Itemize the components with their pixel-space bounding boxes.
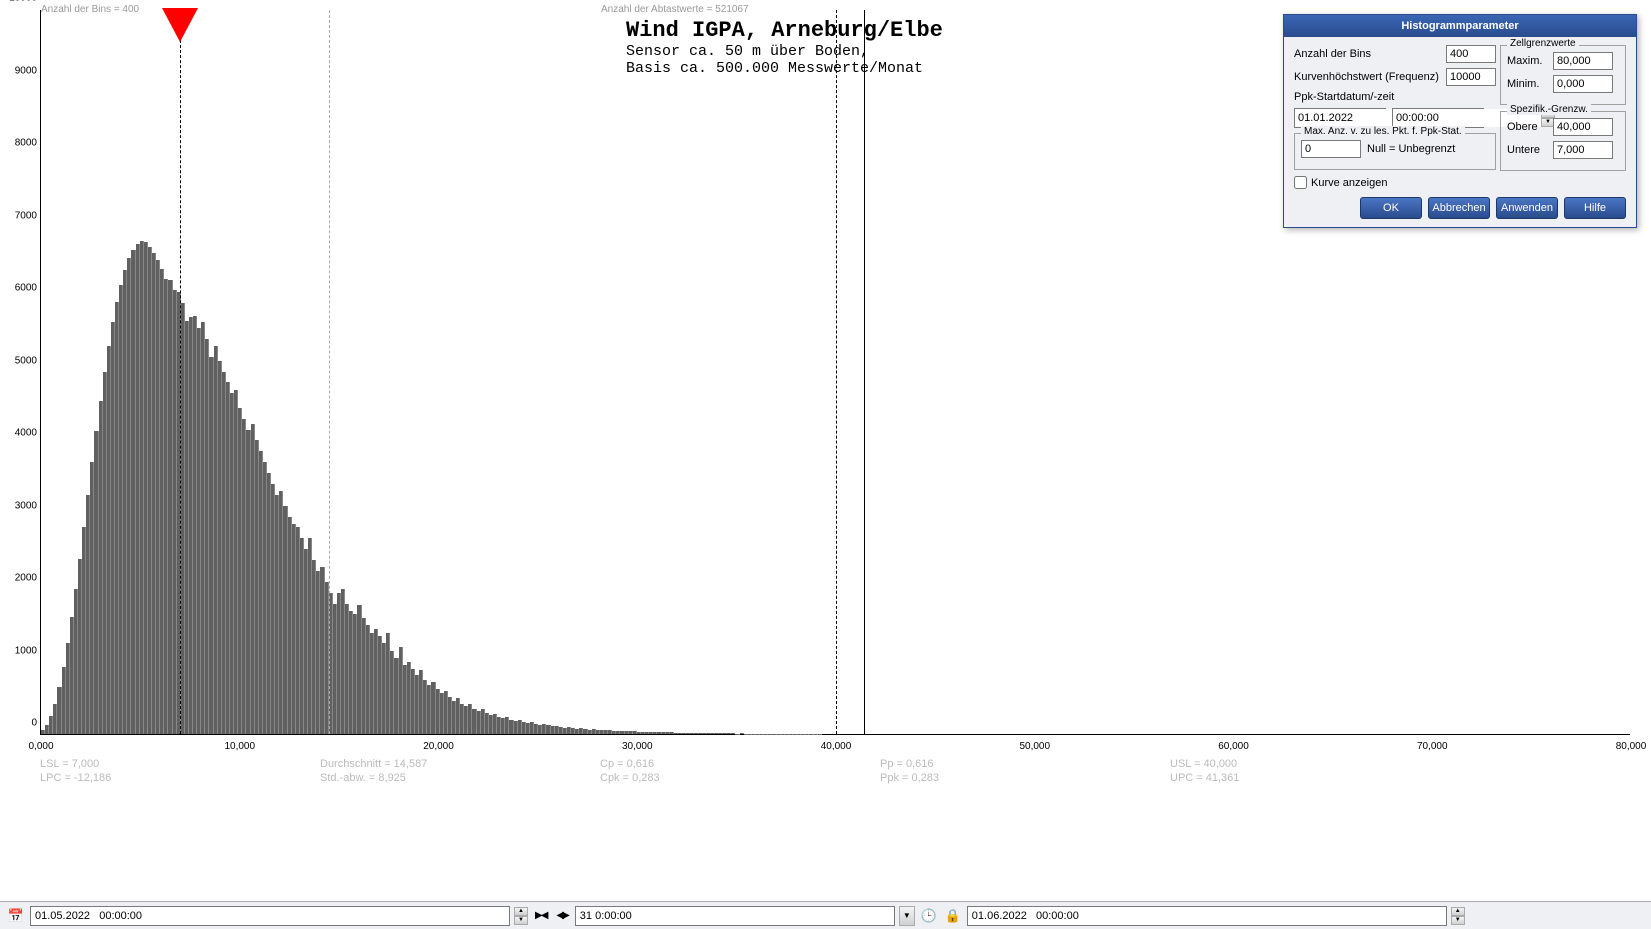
max-points-legend: Max. Anz. v. zu les. Pkt. f. Ppk-Stat. xyxy=(1301,126,1465,137)
ok-button[interactable]: OK xyxy=(1360,197,1422,219)
y-tick-label: 7000 xyxy=(3,210,37,221)
stat-lpc: LPC = -12,186 xyxy=(40,772,111,784)
y-tick-label: 10000 xyxy=(3,0,37,4)
show-curve-checkbox[interactable] xyxy=(1294,176,1307,189)
x-tick-label: 0,000 xyxy=(28,741,53,752)
x-tick-label: 20,000 xyxy=(423,741,454,752)
stat-std: Std.-abw. = 8,925 xyxy=(320,772,406,784)
chart-title: Wind IGPA, Arneburg/Elbe xyxy=(626,18,943,43)
y-tick-label: 6000 xyxy=(3,283,37,294)
max-points-note: Null = Unbegrenzt xyxy=(1367,143,1455,155)
y-tick-label: 3000 xyxy=(3,500,37,511)
y-tick-label: 8000 xyxy=(3,138,37,149)
cell-limits-legend: Zellgrenzwerte xyxy=(1507,38,1579,49)
help-button[interactable]: Hilfe xyxy=(1564,197,1626,219)
ppk-date-label: Ppk-Startdatum/-zeit xyxy=(1294,91,1496,103)
stat-usl: USL = 40,000 xyxy=(1170,758,1237,770)
spec-limits-legend: Spezifik.-Grenzw. xyxy=(1507,104,1591,115)
y-tick-label: 5000 xyxy=(3,355,37,366)
chart-title-block: Wind IGPA, Arneburg/Elbe Sensor ca. 50 m… xyxy=(626,18,943,77)
ppk-time-combo[interactable]: ▲▼ xyxy=(1392,108,1484,128)
histogram-params-dialog: Histogrammparameter Anzahl der Bins Kurv… xyxy=(1283,14,1637,228)
stat-upc: UPC = 41,361 xyxy=(1170,772,1239,784)
peak-input[interactable] xyxy=(1446,68,1496,86)
x-tick-label: 40,000 xyxy=(821,741,852,752)
clock-icon[interactable]: 🕒 xyxy=(919,906,939,926)
y-tick-label: 2000 xyxy=(3,573,37,584)
peak-label: Kurvenhöchstwert (Frequenz) xyxy=(1294,71,1440,83)
duration-input[interactable] xyxy=(575,906,895,926)
start-spinner[interactable]: ▲▼ xyxy=(514,907,528,925)
y-tick-label: 9000 xyxy=(3,65,37,76)
y-tick-label: 4000 xyxy=(3,428,37,439)
lsl-marker-icon xyxy=(162,8,198,42)
cell-min-input[interactable] xyxy=(1553,75,1613,93)
x-tick-label: 10,000 xyxy=(224,741,255,752)
stat-pp: Pp = 0,616 xyxy=(880,758,934,770)
calendar-icon[interactable]: 📅 xyxy=(6,906,26,926)
limit-line xyxy=(329,10,330,734)
limit-line xyxy=(836,10,837,734)
spec-upper-label: Obere xyxy=(1507,121,1547,133)
x-tick-label: 70,000 xyxy=(1417,741,1448,752)
duration-dropdown-icon[interactable]: ▼ xyxy=(899,906,915,926)
x-tick-label: 50,000 xyxy=(1019,741,1050,752)
stat-lsl: LSL = 7,000 xyxy=(40,758,99,770)
spec-lower-input[interactable] xyxy=(1553,141,1613,159)
limit-line xyxy=(180,10,181,734)
x-tick-label: 80,000 xyxy=(1616,741,1647,752)
apply-button[interactable]: Anwenden xyxy=(1496,197,1558,219)
bins-label: Anzahl der Bins xyxy=(1294,48,1440,60)
spec-upper-input[interactable] xyxy=(1553,118,1613,136)
cell-max-label: Maxim. xyxy=(1507,55,1547,67)
ppk-date-combo[interactable]: ▼ xyxy=(1294,108,1386,128)
chart-subtitle-1: Sensor ca. 50 m über Boden, xyxy=(626,43,943,60)
lock-icon[interactable]: 🔒 xyxy=(943,906,963,926)
stat-cpk: Cpk = 0,283 xyxy=(600,772,660,784)
cell-limits-fieldset: Zellgrenzwerte Maxim. Minim. xyxy=(1500,45,1626,105)
bins-input[interactable] xyxy=(1446,45,1496,63)
chart-subtitle-2: Basis ca. 500.000 Messwerte/Monat xyxy=(626,60,943,77)
y-tick-label: 0 xyxy=(3,718,37,729)
y-tick-label: 1000 xyxy=(3,645,37,656)
cancel-button[interactable]: Abbrechen xyxy=(1428,197,1490,219)
max-points-fieldset: Max. Anz. v. zu les. Pkt. f. Ppk-Stat. N… xyxy=(1294,133,1496,170)
dialog-title: Histogrammparameter xyxy=(1284,15,1636,37)
stat-ppk: Ppk = 0,283 xyxy=(880,772,939,784)
x-tick-label: 60,000 xyxy=(1218,741,1249,752)
cell-max-input[interactable] xyxy=(1553,52,1613,70)
x-tick-label: 30,000 xyxy=(622,741,653,752)
start-datetime-input[interactable] xyxy=(30,906,510,926)
spec-limits-fieldset: Spezifik.-Grenzw. Obere Untere xyxy=(1500,111,1626,171)
end-datetime-input[interactable] xyxy=(967,906,1447,926)
show-curve-label: Kurve anzeigen xyxy=(1311,177,1387,189)
spec-lower-label: Untere xyxy=(1507,144,1547,156)
limit-line xyxy=(864,10,865,734)
stat-cp: Cp = 0,616 xyxy=(600,758,654,770)
end-spinner[interactable]: ▲▼ xyxy=(1451,907,1465,925)
time-toolbar: 📅 ▲▼ ▶◀ ◀▶ ▼ 🕒 🔒 ▲▼ xyxy=(0,901,1651,929)
max-points-input[interactable] xyxy=(1301,140,1361,158)
step-fwd-icon[interactable]: ◀▶ xyxy=(553,910,570,921)
step-back-icon[interactable]: ▶◀ xyxy=(532,910,549,921)
stat-avg: Durchschnitt = 14,587 xyxy=(320,758,427,770)
cell-min-label: Minim. xyxy=(1507,78,1547,90)
